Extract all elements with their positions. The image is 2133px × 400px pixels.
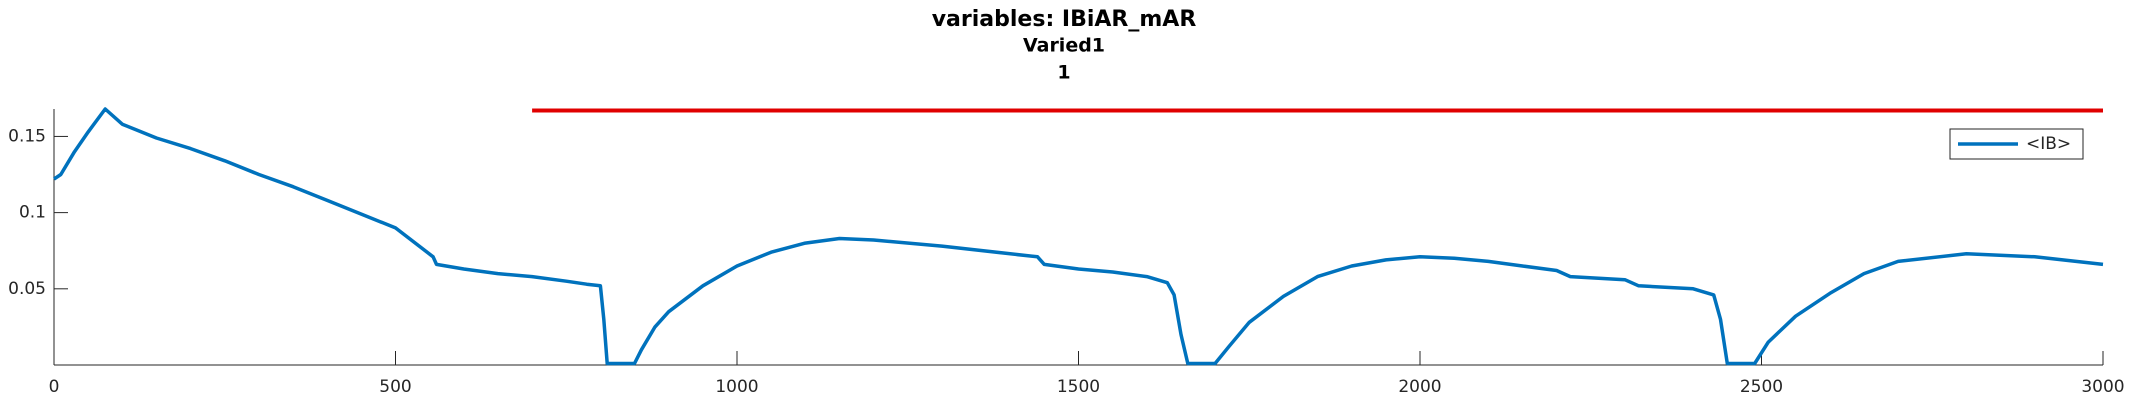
y-tick-label: 0.05 [8, 279, 46, 299]
x-tick-label: 2000 [1398, 377, 1441, 397]
x-tick-label: 500 [379, 377, 411, 397]
x-tick-label: 2500 [1740, 377, 1783, 397]
chart-subtitle: 1 [1057, 62, 1070, 84]
chart-title: variables: IBiAR_mAR [932, 7, 1197, 32]
x-tick-label: 3000 [2081, 377, 2124, 397]
x-tick-label: 0 [49, 377, 60, 397]
y-tick-label: 0.1 [19, 203, 46, 223]
chart-subtitle: Varied1 [1023, 35, 1105, 57]
y-tick-label: 0.15 [8, 126, 46, 146]
legend-label: <IB> [2026, 134, 2071, 154]
data-line [53, 107, 2104, 366]
x-tick-label: 1000 [715, 377, 758, 397]
x-tick-label: 1500 [1057, 377, 1100, 397]
